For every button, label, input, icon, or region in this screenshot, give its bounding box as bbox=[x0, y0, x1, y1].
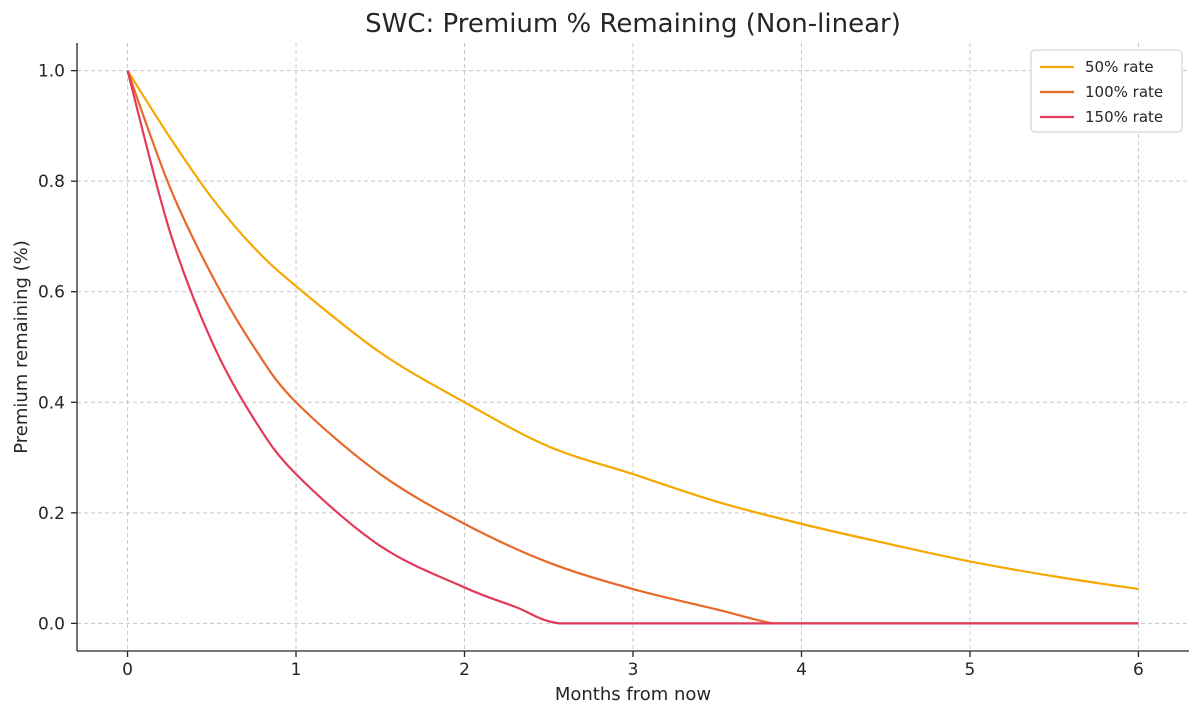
legend-label: 50% rate bbox=[1085, 58, 1154, 76]
y-tick-label: 0.8 bbox=[38, 172, 65, 192]
y-tick-label: 0.2 bbox=[38, 504, 65, 524]
x-tick-label: 0 bbox=[122, 660, 133, 680]
series-line-2 bbox=[126, 70, 1139, 625]
legend-box bbox=[1030, 49, 1183, 133]
y-tick-label: 1.0 bbox=[38, 62, 65, 82]
x-tick-label: 1 bbox=[291, 660, 302, 680]
y-tick-label: 0.6 bbox=[38, 283, 65, 303]
y-ticks: 0.0 0.2 0.4 0.6 0.8 1.0 bbox=[38, 62, 77, 634]
y-tick-label: 0.4 bbox=[38, 393, 65, 413]
y-tick-label: 0.0 bbox=[38, 614, 65, 634]
y-axis-label: Premium remaining (%) bbox=[11, 240, 32, 454]
legend-label: 100% rate bbox=[1085, 83, 1163, 101]
series-line-1 bbox=[126, 70, 1139, 591]
legend: 50% rate 100% rate 150% rate bbox=[1030, 49, 1183, 133]
x-tick-label: 4 bbox=[796, 660, 807, 680]
series-line-3 bbox=[126, 70, 1139, 625]
chart-title: SWC: Premium % Remaining (Non-linear) bbox=[365, 9, 901, 39]
x-tick-label: 6 bbox=[1133, 660, 1144, 680]
x-tick-label: 5 bbox=[965, 660, 976, 680]
series-lines bbox=[126, 70, 1139, 625]
x-tick-label: 2 bbox=[459, 660, 470, 680]
x-tick-label: 3 bbox=[628, 660, 639, 680]
legend-label: 150% rate bbox=[1085, 108, 1163, 126]
grid bbox=[77, 43, 1189, 651]
x-ticks: 0 1 2 3 4 5 6 bbox=[122, 651, 1144, 680]
x-axis-label: Months from now bbox=[555, 684, 711, 705]
